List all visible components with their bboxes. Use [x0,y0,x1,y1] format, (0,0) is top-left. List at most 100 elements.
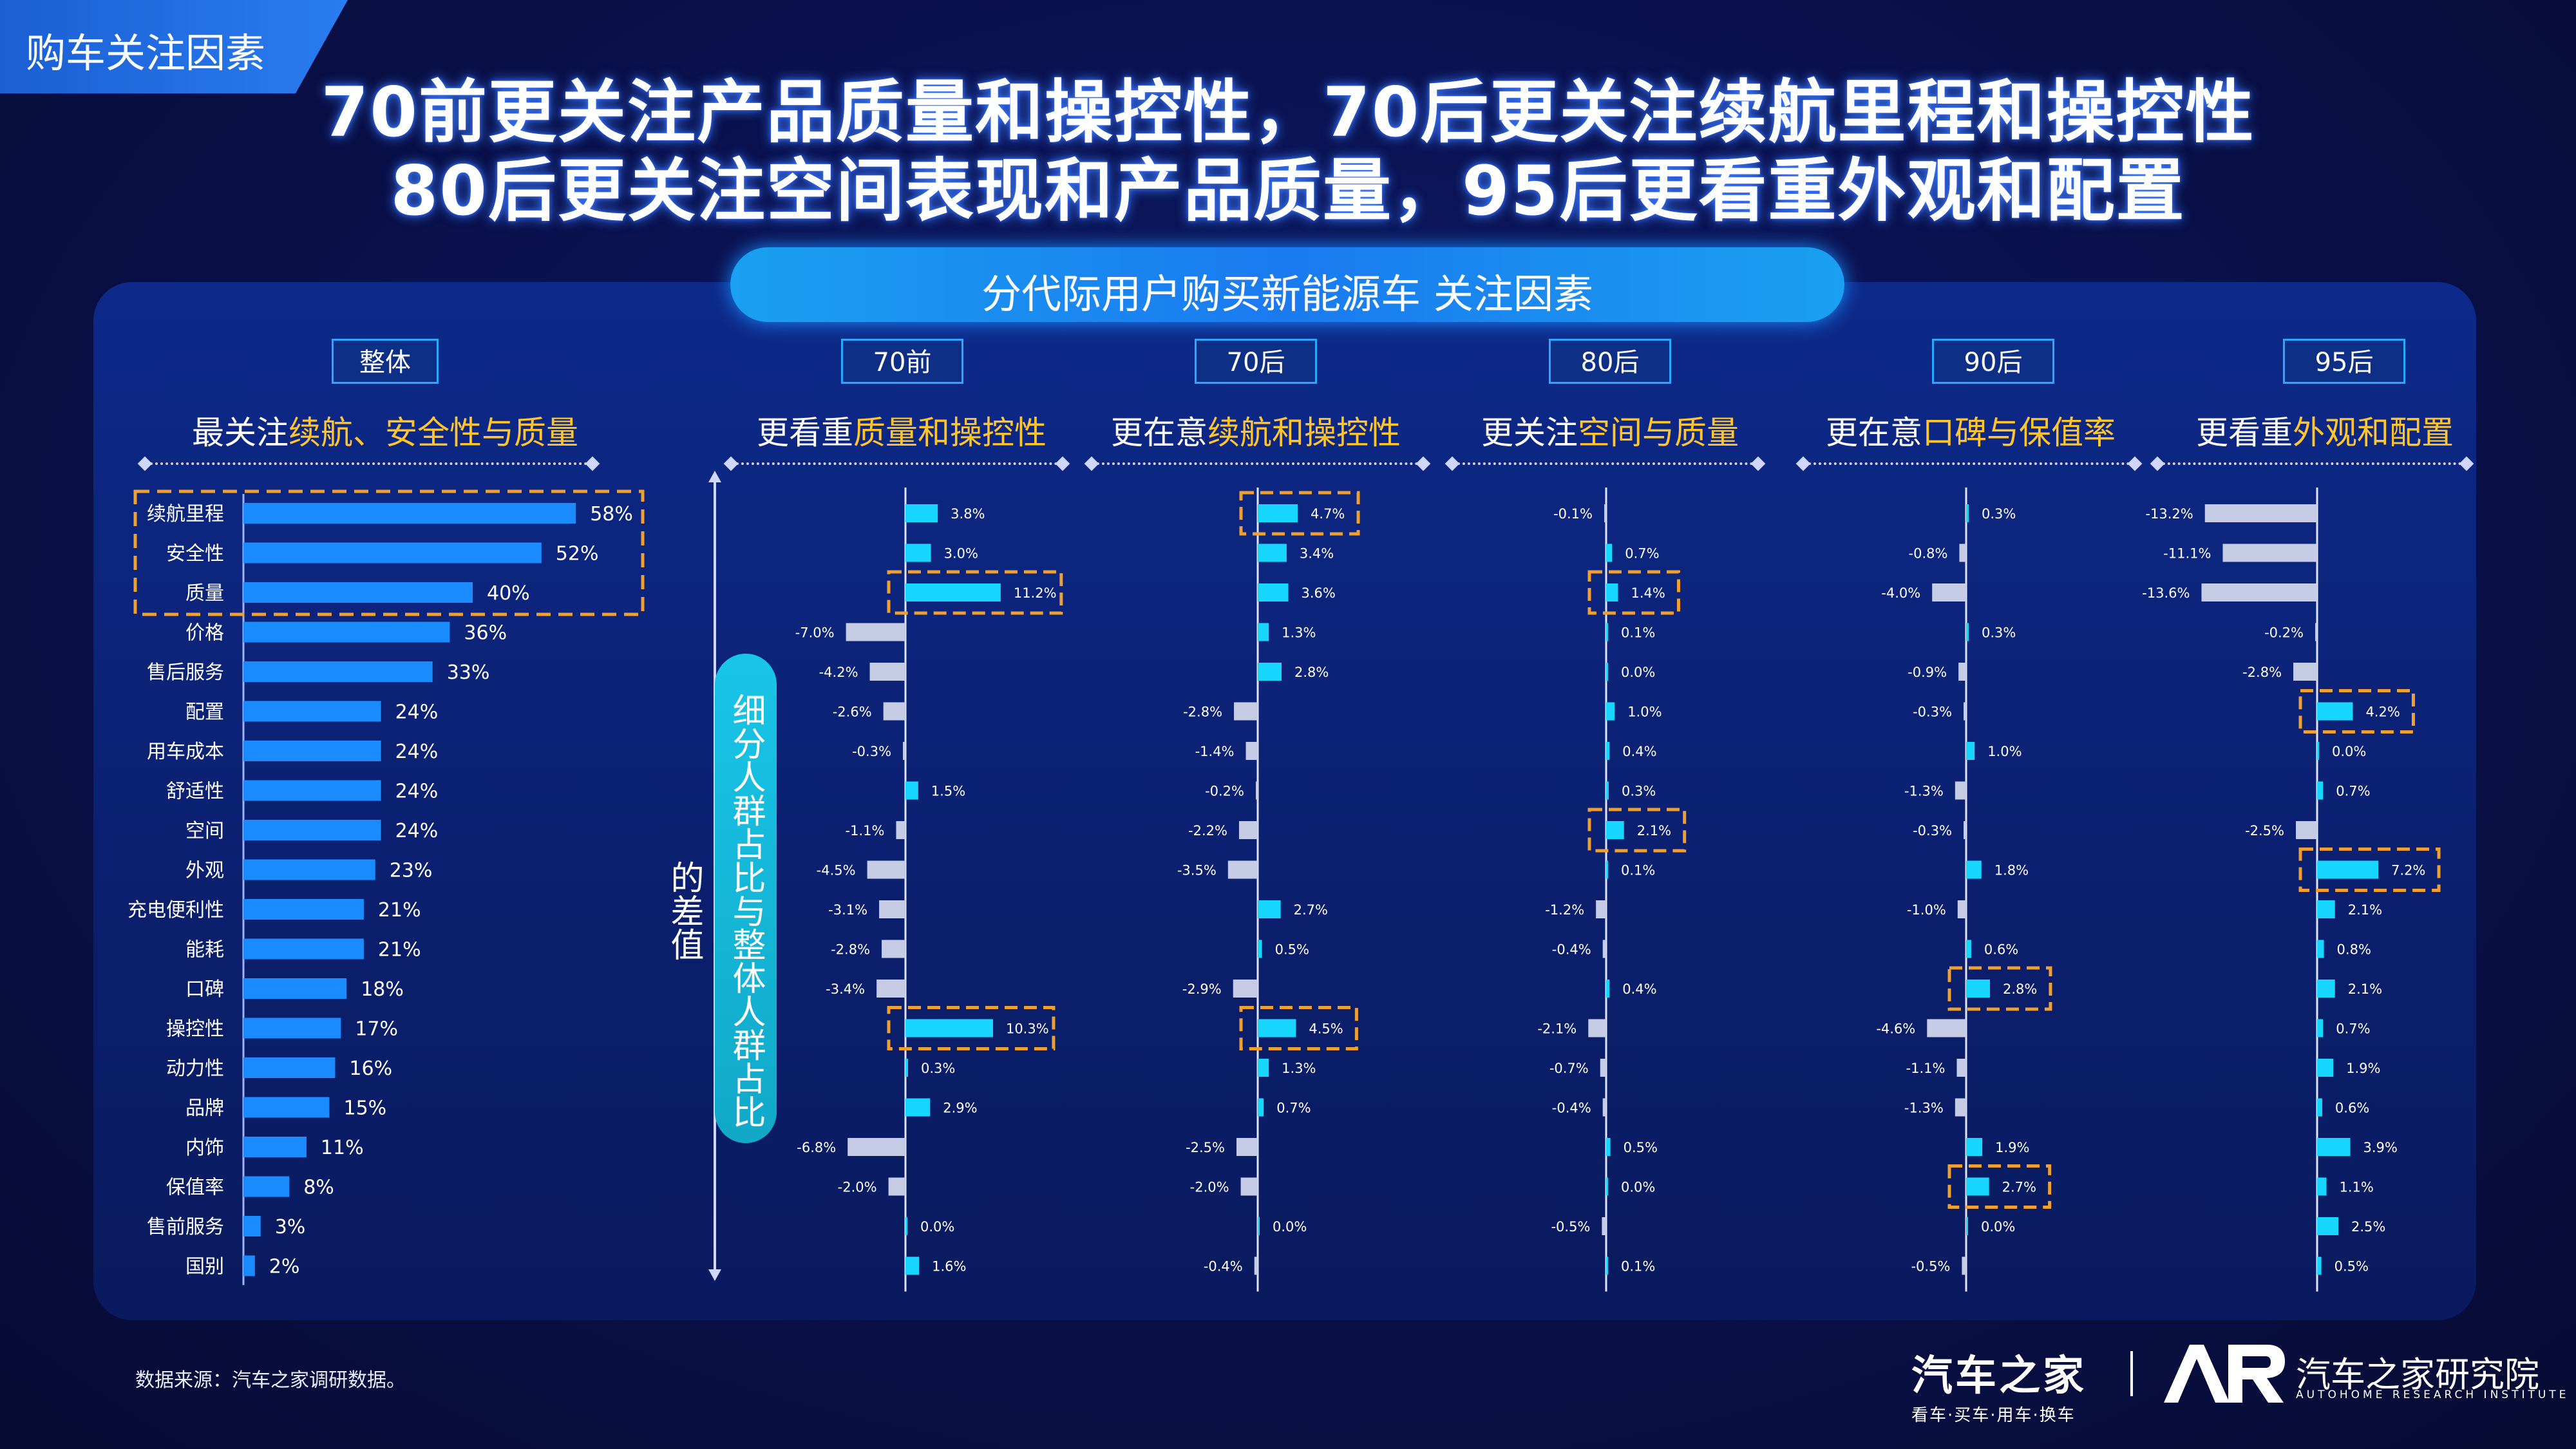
diff-value-label: -2.0% [1190,1180,1229,1195]
diff-bar [883,702,905,721]
diff-value-label: -13.2% [2145,506,2193,522]
overall-value-label: 3% [275,1216,306,1238]
diff-value-label: -0.4% [1552,942,1591,958]
diff-bar [2317,1256,2322,1275]
overall-category-label: 安全性 [166,543,224,565]
institute-name: 汽车之家研究院 [2296,1354,2539,1395]
diff-value-label: 1.4% [1631,585,1665,601]
diff-value-label: 0.7% [2336,784,2370,799]
diff-highlight-box [1587,808,1687,853]
diff-bar [882,940,905,958]
diff-bar [1258,1098,1264,1117]
diff-value-label: 0.3% [1622,784,1656,799]
diff-bar [876,980,905,998]
diff-highlight-box [887,570,1063,615]
overall-value-label: 58% [590,503,633,526]
diff-bar [1602,1217,1606,1235]
diff-value-label: 0.0% [1981,1219,2015,1235]
diff-highlight-box [1587,570,1680,615]
diff-bar [1234,702,1258,721]
diff-bar [2317,860,2379,879]
diff-bar [1245,742,1258,760]
diff-bar [1966,860,1982,879]
diff-value-label: -4.2% [819,665,858,680]
overall-category-label: 用车成本 [147,741,224,763]
diff-bar [1956,1059,1966,1077]
diff-value-label: 0.7% [2336,1021,2370,1037]
diff-bar [1606,860,1608,879]
diff-bar [1606,583,1618,601]
diff-value-label: -1.2% [1545,902,1584,918]
divider-post80 [1452,462,1758,465]
diff-bar [848,1138,905,1156]
group-subtitle-post90: 更在意口碑与保值率 [1826,414,2116,451]
diff-bar [1955,1098,1966,1117]
diff-value-label: 0.3% [1982,625,2016,641]
diff-value-label: -0.4% [1204,1259,1243,1274]
chart-panel [93,282,2476,1320]
diff-highlight-box [1947,1164,2052,1209]
group-tag-post95: 95后 [2283,339,2405,384]
diff-value-label: 2.5% [2351,1219,2385,1235]
overall-category-label: 配置 [185,701,224,724]
diff-value-label: 1.9% [2346,1061,2380,1076]
overall-value-label: 18% [361,978,404,1001]
diff-bar [1606,702,1615,721]
diff-value-label: 2.1% [2348,902,2382,918]
section-tag-label: 购车关注因素 [26,30,266,77]
diff-value-label: -2.8% [2242,665,2282,680]
diff-value-label: -4.5% [817,863,856,878]
diff-value-label: -0.7% [1549,1061,1589,1076]
diff-bar [1256,781,1258,800]
overall-category-label: 空间 [185,820,224,842]
group-subtitle-overall: 最关注续航、安全性与质量 [192,414,578,451]
diff-bar [1958,663,1966,681]
diff-value-label: 2.9% [943,1101,977,1116]
diff-value-label: 0.1% [1621,625,1655,641]
diff-bar [2315,623,2317,641]
divider-post90 [1803,462,2135,465]
diff-bar [1966,940,1971,958]
divider-post95 [2157,462,2467,465]
diff-bar [1227,860,1258,879]
diff-value-label: -0.2% [2264,625,2304,641]
diff-value-label: 0.0% [2332,744,2366,759]
diff-bar [1258,1059,1269,1077]
group-tag-pre70: 70前 [841,339,963,384]
institute-name-en: AUTOHOME RESEARCH INSTITUTE [2296,1388,2570,1401]
diff-bar [1602,1098,1606,1117]
overall-category-label: 操控性 [166,1018,224,1041]
diff-highlight-box [1239,491,1360,536]
diff-bar [2317,1217,2338,1235]
diff-bar [2317,980,2335,998]
side-title: 细分人群占比与整体人群占比的差值 [665,693,765,1128]
diff-value-label: -2.1% [1537,1021,1577,1037]
diff-bar [2293,663,2317,681]
diff-bar [1966,742,1975,760]
overall-category-label: 品牌 [185,1097,224,1120]
diff-value-label: -2.9% [1182,981,1222,997]
diff-value-label: -4.0% [1881,585,1920,601]
diff-value-label: -0.1% [1553,506,1593,522]
group-tag-post90: 90后 [1932,339,2054,384]
diff-value-label: 0.4% [1622,981,1656,997]
diff-value-label: 3.4% [1300,546,1334,562]
overall-bar [243,741,381,761]
diff-bar [1606,1177,1608,1196]
diff-bar [1606,821,1624,839]
diff-bar [1966,1217,1968,1235]
diff-bar [1959,544,1966,562]
diff-value-label: 0.3% [1982,506,2016,522]
group-subtitle-post70: 更在意续航和操控性 [1111,414,1401,451]
diff-value-label: 0.1% [1621,863,1655,878]
diff-value-label: 3.8% [951,506,985,522]
diff-value-label: -0.4% [1552,1101,1591,1116]
diff-bar [1606,1256,1608,1275]
diff-value-label: 4.2% [2365,705,2400,720]
divider-pre70 [731,462,1063,465]
diff-bar [1596,900,1606,918]
diff-bar [1957,900,1966,918]
diff-bar [2317,1138,2351,1156]
overall-value-label: 15% [344,1097,387,1120]
overall-category-label: 动力性 [166,1057,224,1080]
